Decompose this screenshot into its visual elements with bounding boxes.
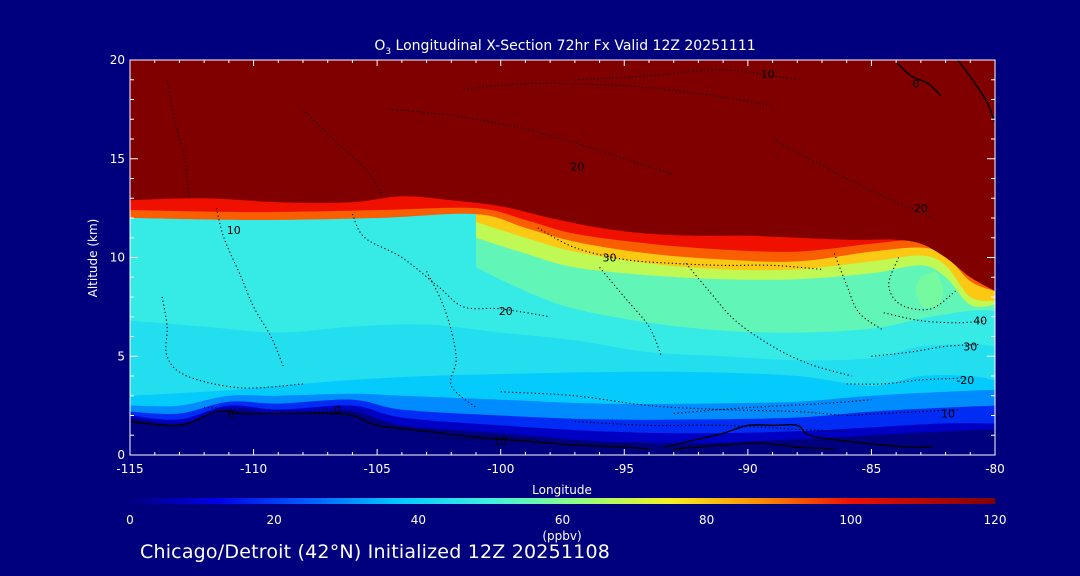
colorbar-tick-label: 120 — [984, 513, 1007, 527]
contour-line-11 — [426, 436, 650, 446]
contour-label-11: 10 — [494, 435, 508, 448]
y-tick-label: 20 — [110, 53, 125, 67]
y-tick-label: 10 — [110, 251, 125, 265]
x-tick-label: -85 — [862, 462, 882, 476]
chart-title-subscript: 3 — [385, 47, 391, 57]
x-axis-label: Longitude — [532, 483, 592, 497]
contour-label-8: 30 — [963, 340, 977, 353]
y-tick-label: 5 — [117, 349, 125, 363]
contour-line-30 — [673, 399, 872, 415]
y-tick-label: 15 — [110, 152, 125, 166]
contour-line-10 — [846, 409, 958, 417]
contour-line-2 — [351, 213, 551, 318]
contour-label-10: 10 — [941, 408, 955, 421]
x-tick-label: -115 — [116, 462, 143, 476]
contour-line-5 — [574, 69, 798, 81]
contour-label-12: 0 — [228, 408, 235, 421]
contour-line-15 — [130, 410, 650, 450]
chart-title-text: Longitudinal X-Section 72hr Fx Valid 12Z… — [391, 38, 756, 54]
contour-line-16 — [663, 423, 934, 448]
contour-line-24 — [599, 267, 662, 357]
contour-line-19 — [166, 79, 190, 199]
field-intrusion-core — [915, 271, 944, 309]
axes: -115 -110 -105 -100 -95 -90 -85 -80 0 5 10 15 20 — [110, 53, 1005, 476]
x-tick-label: -110 — [240, 462, 267, 476]
contour-line-27 — [888, 257, 956, 311]
colorbar-tick-label: 20 — [267, 513, 282, 527]
x-tick-label: -100 — [487, 462, 514, 476]
contour-label-5: 10 — [761, 68, 775, 81]
colorbar-tick-label: 0 — [126, 513, 134, 527]
contour-line-7 — [883, 312, 986, 324]
contour-line-4 — [389, 108, 674, 176]
colorbar — [130, 498, 995, 504]
colorbar-tick-label: 100 — [839, 513, 862, 527]
ozone-field — [130, 60, 995, 455]
chart-title-species: O — [374, 38, 385, 54]
contour-labels: 10 20 30 20 10 20 40 30 -20 10 10 0 0 0 — [227, 68, 987, 448]
colorbar-unit-label: (ppbv) — [542, 529, 581, 543]
colorbar-tick-label: 40 — [411, 513, 426, 527]
contour-line-13 — [315, 408, 373, 413]
contour-line-9 — [846, 377, 966, 385]
colorbar-tick-label: 80 — [699, 513, 714, 527]
contour-label-13: 0 — [334, 404, 341, 417]
contour-label-6: 20 — [914, 202, 928, 215]
contour-line-26 — [833, 253, 885, 332]
contour-label-7: 40 — [973, 315, 987, 328]
contour-line-21 — [463, 82, 773, 106]
y-tick-label: 0 — [117, 448, 125, 462]
contour-line-29 — [574, 420, 847, 432]
field-layer-120ppbv — [130, 60, 995, 292]
contour-line-17 — [673, 442, 835, 450]
contour-label-9: -20 — [956, 374, 974, 387]
colorbar-ticks: 0 20 40 60 80 100 120 — [126, 513, 1006, 527]
contour-line-8 — [871, 343, 981, 357]
x-tick-label: -80 — [985, 462, 1005, 476]
contour-line-28 — [500, 391, 842, 417]
contour-label-14: 0 — [912, 78, 919, 91]
contour-line-1 — [215, 207, 284, 367]
contour-line-14 — [895, 61, 942, 97]
y-axis-label: Altitude (km) — [86, 219, 100, 298]
colorbar-tick-label: 60 — [555, 513, 570, 527]
contour-line-22 — [161, 296, 304, 389]
x-tick-label: -95 — [614, 462, 634, 476]
chart-title: O3 Longitudinal X-Section 72hr Fx Valid … — [374, 38, 755, 57]
contour-lines — [130, 60, 995, 450]
contour-line-3 — [537, 227, 823, 270]
footer-initialization-text: Chicago/Detroit (42°N) Initialized 12Z 2… — [140, 541, 611, 563]
contour-line-23 — [426, 271, 477, 409]
contour-line-20 — [302, 109, 383, 195]
contour-label-1: 10 — [227, 224, 241, 237]
x-tick-label: -90 — [738, 462, 758, 476]
contour-line-25 — [685, 263, 852, 377]
contour-line-18 — [957, 60, 995, 124]
contour-label-2: 20 — [499, 305, 513, 318]
contour-label-4: 20 — [570, 161, 584, 174]
contour-line-6 — [772, 138, 934, 219]
x-tick-label: -105 — [364, 462, 391, 476]
contour-label-3: 30 — [603, 252, 617, 265]
